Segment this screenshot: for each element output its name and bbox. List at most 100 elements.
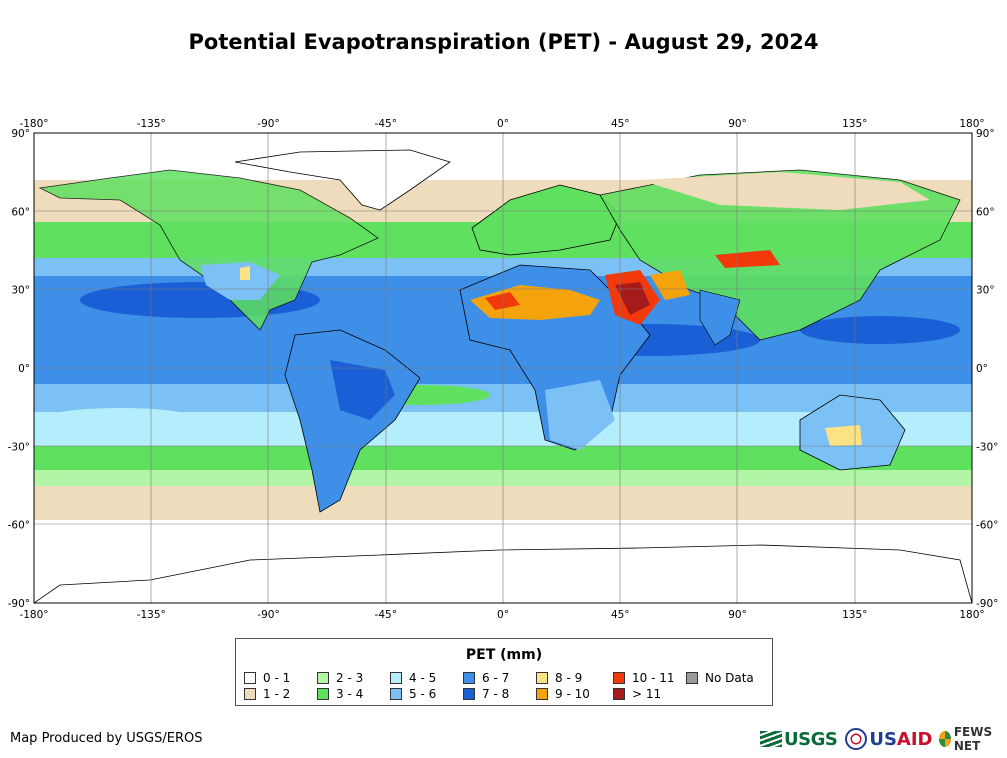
india <box>699 289 741 346</box>
page-title: Potential Evapotranspiration (PET) - Aug… <box>188 30 819 54</box>
africa-south <box>545 380 615 450</box>
legend-item: 1 - 2 <box>244 687 290 701</box>
lon-tick-label-bottom: 0° <box>497 609 509 621</box>
lon-tick-label-bottom: -90° <box>257 609 279 621</box>
usgs-logo-text: USGS <box>784 728 838 750</box>
legend-item: 4 - 5 <box>390 671 436 685</box>
lon-tick-label-top: 90° <box>728 118 747 130</box>
lat-tick-label-left: -60° <box>8 520 30 532</box>
lon-tick-label-top: -180° <box>19 118 48 130</box>
legend-label: 2 - 3 <box>336 671 364 685</box>
map-tick-layer: -180° -180° -135° -135° -90° -90° -45° -45° 0° 0°… <box>8 118 999 621</box>
legend-item: 5 - 6 <box>390 687 436 701</box>
lon-tick-label-bottom: 180° <box>959 609 984 621</box>
lat-tick-label-right: -60° <box>976 520 998 532</box>
legend-swatch <box>244 688 256 700</box>
lat-tick-label-right: 0° <box>976 363 988 375</box>
europe <box>471 184 621 256</box>
lat-tick-label-left: -90° <box>8 598 30 610</box>
lon-tick-label-bottom: -135° <box>137 609 166 621</box>
fews-net-icon <box>938 731 951 747</box>
legend-label: 6 - 7 <box>482 671 510 685</box>
legend-label: No Data <box>705 671 754 685</box>
lat-tick-label-left: 0° <box>18 363 30 375</box>
legend-item: 3 - 4 <box>317 687 363 701</box>
legend-label: > 11 <box>632 687 662 701</box>
lat-tick-label-right: -90° <box>976 598 998 610</box>
legend-swatch <box>390 688 402 700</box>
legend-label: 9 - 10 <box>555 687 590 701</box>
lat-tick-label-right: -30° <box>976 441 998 453</box>
legend-swatch <box>613 672 625 684</box>
lon-tick-label-bottom: 45° <box>611 609 630 621</box>
legend-item: 8 - 9 <box>536 671 582 685</box>
lon-tick-label-top: 0° <box>497 118 509 130</box>
legend-label: 10 - 11 <box>632 671 675 685</box>
arabia-extreme <box>615 282 650 315</box>
legend-item: > 11 <box>613 687 661 701</box>
lat-tick-label-left: -30° <box>8 441 30 453</box>
usaid-logo: USAID <box>845 728 933 750</box>
fews-net-logo: FEWS NET <box>938 725 1007 753</box>
lat-tick-label-right: 30° <box>976 285 995 297</box>
asia <box>599 169 961 341</box>
legend-label: 4 - 5 <box>409 671 437 685</box>
lat-tick-label-left: 60° <box>11 206 30 218</box>
legend-item: 2 - 3 <box>317 671 363 685</box>
legend-item: 0 - 1 <box>244 671 290 685</box>
legend-label: 0 - 1 <box>263 671 291 685</box>
map-frame <box>33 132 973 604</box>
lon-tick-label-bottom: 135° <box>842 609 867 621</box>
legend-label: 3 - 4 <box>336 687 364 701</box>
usgs-logo: USGS <box>760 728 838 750</box>
usgs-wave-icon <box>760 731 782 747</box>
mexico-hot <box>240 266 250 280</box>
sahara-hot <box>470 285 600 320</box>
legend-swatch <box>463 672 475 684</box>
siberia <box>640 172 930 210</box>
map-graticule <box>34 133 972 603</box>
legend-label: 7 - 8 <box>482 687 510 701</box>
legend-swatch <box>244 672 256 684</box>
lon-tick-label-bottom: -45° <box>375 609 397 621</box>
lon-tick-label-top: 45° <box>611 118 630 130</box>
lon-tick-label-top: -90° <box>257 118 279 130</box>
lon-tick-label-top: 135° <box>842 118 867 130</box>
lon-tick-label-bottom: -180° <box>19 609 48 621</box>
legend-swatch <box>686 672 698 684</box>
logo-bar: USGS USAID FEWS NET <box>760 725 1007 753</box>
legend-item: 6 - 7 <box>463 671 509 685</box>
lat-tick-label-right: 90° <box>976 128 995 140</box>
fews-net-logo-text: FEWS NET <box>953 725 993 753</box>
australia-hot <box>825 425 862 446</box>
legend-title: PET (mm) <box>465 647 543 663</box>
legend-label: 5 - 6 <box>409 687 437 701</box>
map-credit: Map Produced by USGS/EROS <box>10 731 203 746</box>
south-america-interior <box>330 360 395 420</box>
legend-item: No Data <box>686 671 754 685</box>
iran-hot <box>650 270 690 300</box>
legend-swatch <box>390 672 402 684</box>
legend-swatch <box>536 688 548 700</box>
legend-swatch <box>317 688 329 700</box>
usaid-logo-text: USAID <box>869 728 933 750</box>
legend-item: 10 - 11 <box>613 671 675 685</box>
legend: PET (mm) 0 - 1 1 - 2 2 - 3 3 - 4 4 - 5 5 - 6 6… <box>235 638 773 706</box>
legend-label: 1 - 2 <box>263 687 291 701</box>
legend-swatch <box>536 672 548 684</box>
lat-tick-label-left: 90° <box>11 128 30 140</box>
usaid-seal-icon <box>845 728 868 750</box>
lon-tick-label-bottom: 90° <box>728 609 747 621</box>
legend-item: 7 - 8 <box>463 687 509 701</box>
lon-tick-label-top: 180° <box>959 118 984 130</box>
usa-southwest <box>200 262 280 300</box>
greenland <box>234 149 451 211</box>
lon-tick-label-top: -45° <box>375 118 397 130</box>
legend-swatch <box>317 672 329 684</box>
legend-item: 9 - 10 <box>536 687 590 701</box>
lon-tick-label-top: -135° <box>137 118 166 130</box>
china-hot <box>715 250 780 268</box>
lat-tick-label-right: 60° <box>976 206 995 218</box>
legend-swatch <box>613 688 625 700</box>
